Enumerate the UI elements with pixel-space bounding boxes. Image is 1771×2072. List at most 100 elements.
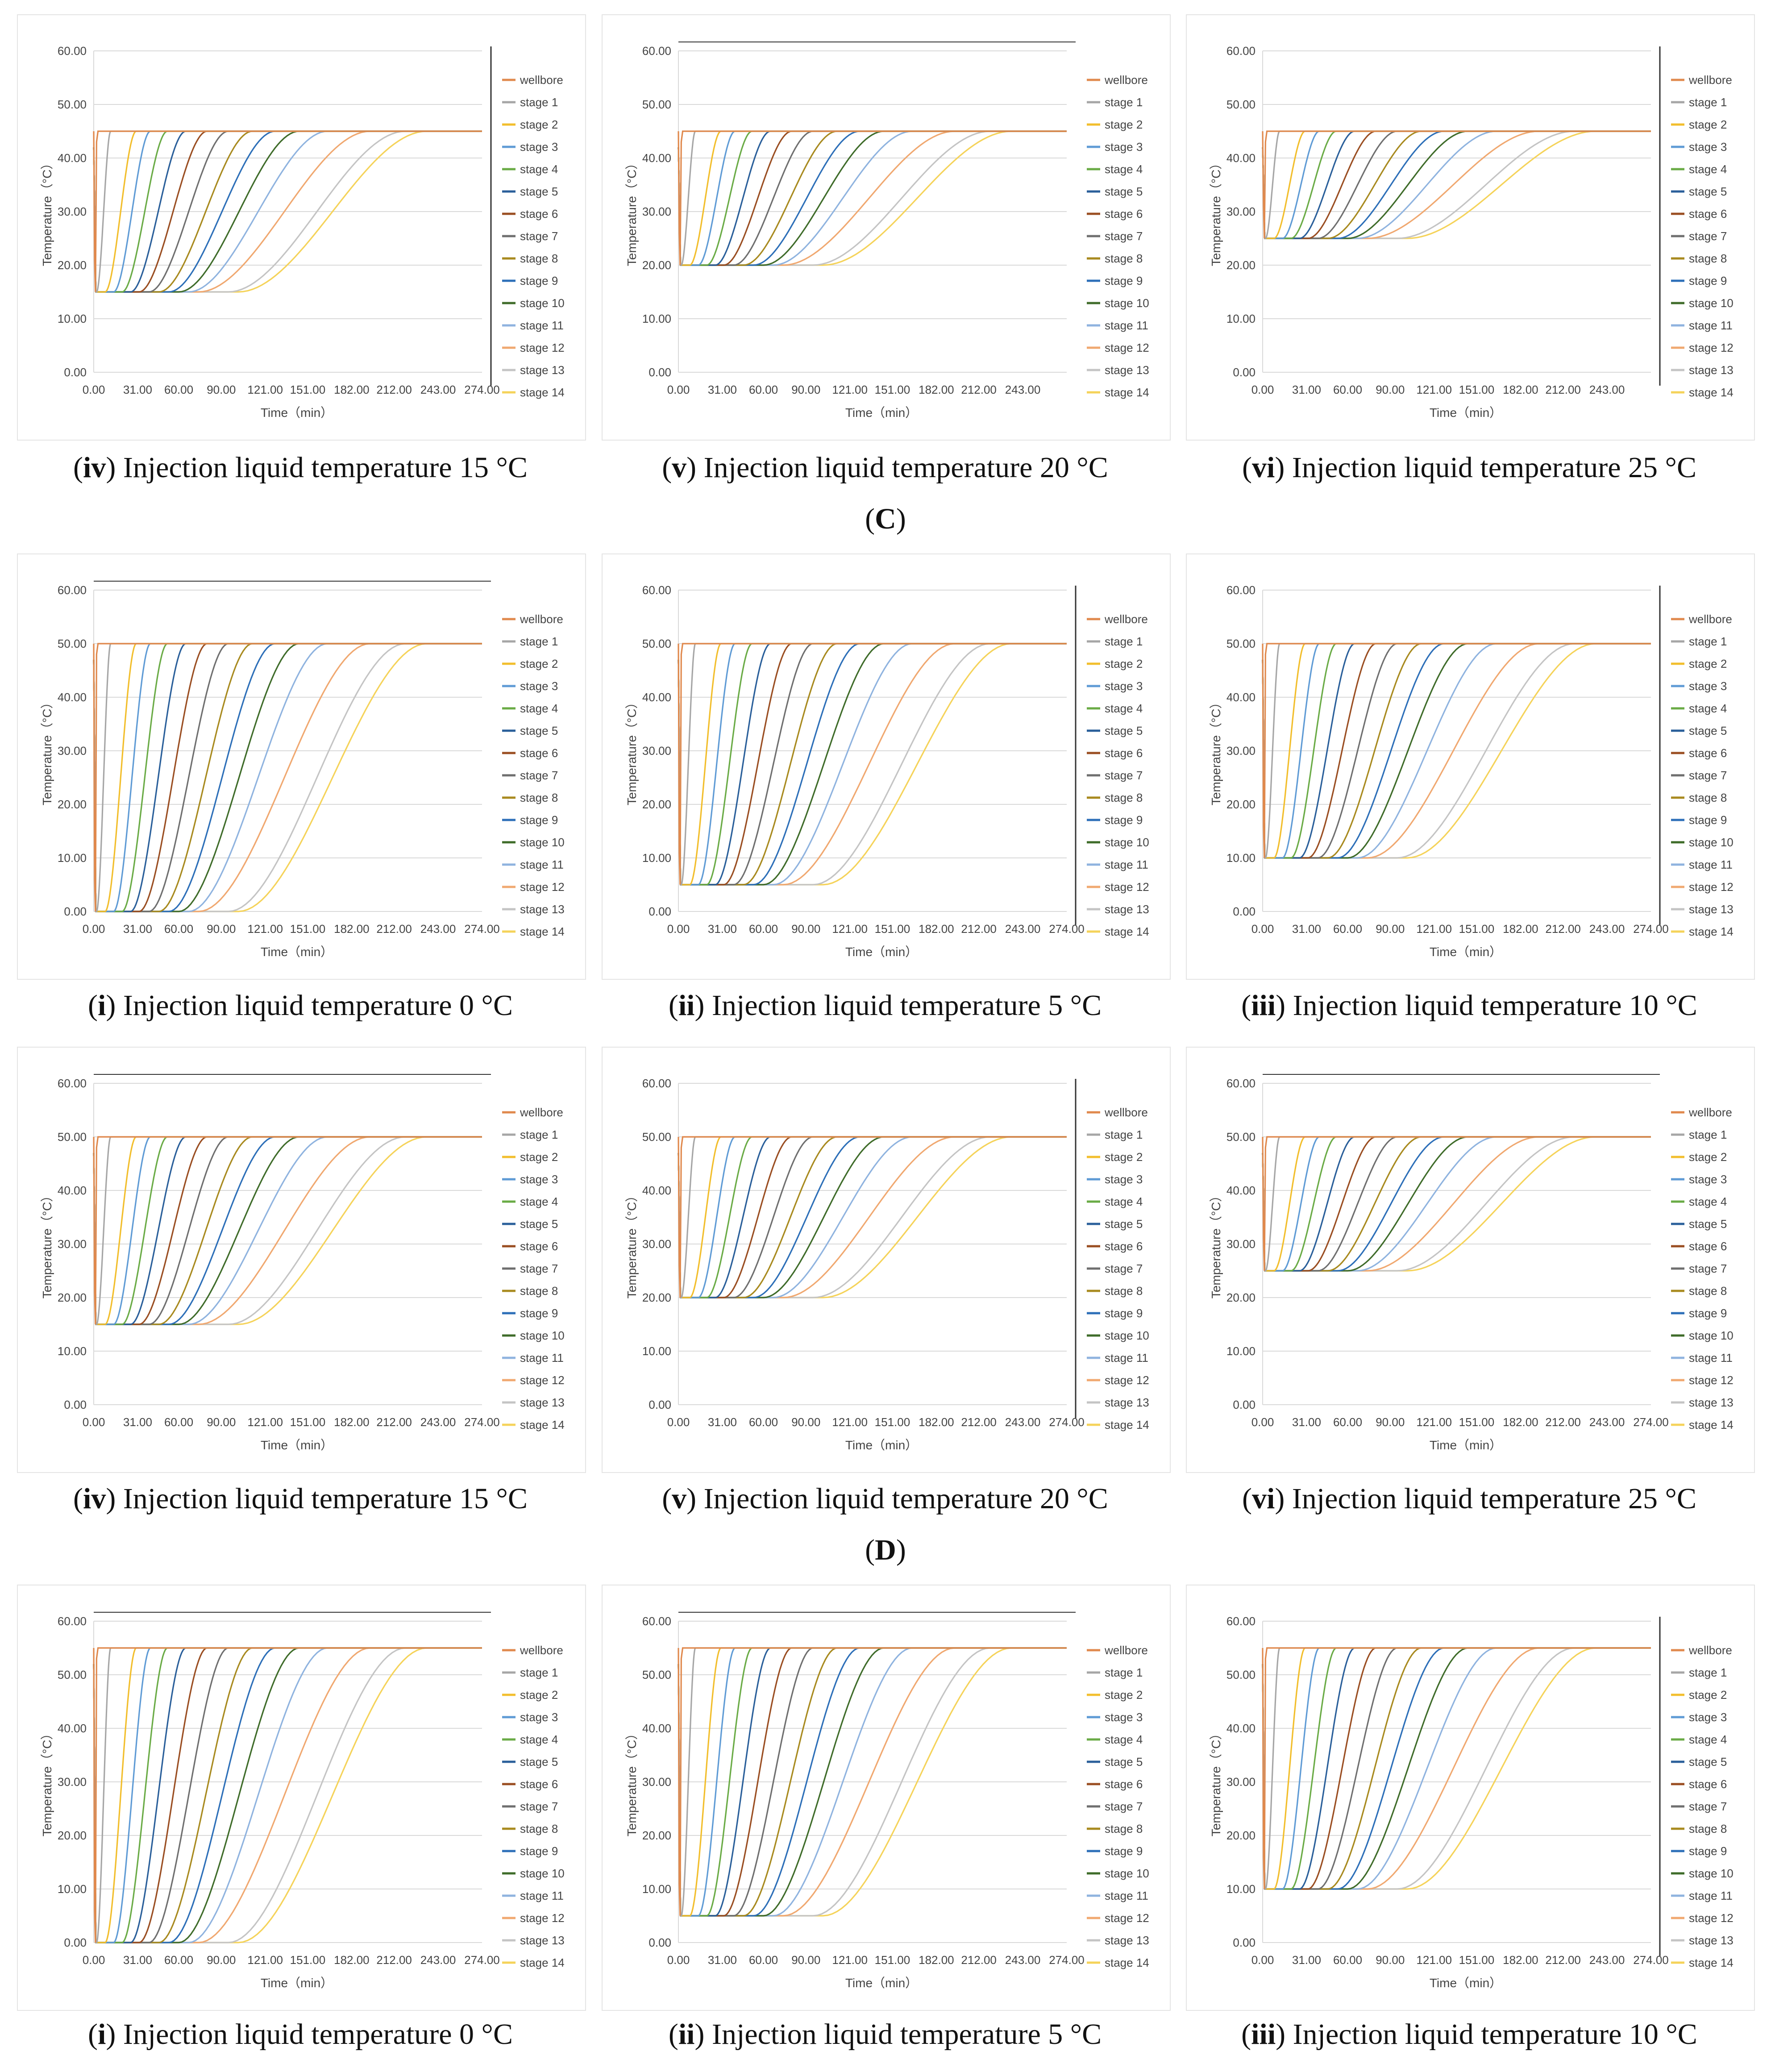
x-tick-label: 0.00 xyxy=(667,1415,690,1429)
x-tick-label: 31.00 xyxy=(123,383,152,396)
x-tick-label: 182.00 xyxy=(334,1953,370,1967)
legend-entry: stage 5 xyxy=(520,1755,558,1768)
series-line xyxy=(93,1136,482,1325)
series-line xyxy=(678,1136,1067,1298)
y-tick-label: 30.00 xyxy=(58,744,87,757)
series-line xyxy=(678,1647,1067,1917)
x-axis-label: Time（min） xyxy=(845,406,918,420)
legend-entry: stage 13 xyxy=(520,903,565,916)
legend-entry: stage 8 xyxy=(1105,252,1143,265)
series-line xyxy=(678,643,1067,886)
series-line xyxy=(1262,643,1651,859)
panel-caption: (iii) Injection liquid temperature 10 °C xyxy=(1241,989,1697,1022)
x-tick-label: 274.00 xyxy=(464,383,500,396)
series-line xyxy=(678,130,1067,266)
legend-entry: wellbore xyxy=(1104,1106,1148,1119)
x-tick-label: 121.00 xyxy=(1416,1953,1452,1967)
x-tick-label: 0.00 xyxy=(83,922,105,936)
series-line xyxy=(1262,1136,1651,1272)
legend-entry: stage 12 xyxy=(520,1911,565,1925)
series-line xyxy=(1262,1647,1651,1890)
x-tick-label: 274.00 xyxy=(1049,922,1085,936)
y-axis-label: Temperature（°C） xyxy=(40,1190,54,1299)
series-line xyxy=(1262,1136,1651,1272)
x-tick-label: 182.00 xyxy=(334,1415,370,1429)
y-tick-label: 50.00 xyxy=(642,1130,671,1144)
x-tick-label: 243.00 xyxy=(1005,1953,1041,1967)
x-tick-label: 151.00 xyxy=(1459,383,1495,396)
legend-entry: stage 6 xyxy=(1105,1777,1143,1791)
series-line xyxy=(1262,1647,1651,1890)
legend-entry: stage 11 xyxy=(1689,1351,1733,1365)
x-tick-label: 151.00 xyxy=(875,1415,910,1429)
y-tick-label: 40.00 xyxy=(58,151,87,165)
y-tick-label: 60.00 xyxy=(642,44,671,58)
series-line xyxy=(93,130,482,293)
y-axis-label: Temperature（°C） xyxy=(1209,1727,1223,1837)
series-line xyxy=(93,643,482,912)
series-group xyxy=(1262,1136,1651,1272)
series-line xyxy=(678,1647,1067,1917)
legend-entry: stage 9 xyxy=(520,1306,558,1320)
legend-entry: stage 11 xyxy=(1105,858,1148,871)
series-line xyxy=(93,643,482,912)
series-line xyxy=(93,1647,482,1943)
legend-entry: stage 4 xyxy=(520,162,558,176)
series-line xyxy=(678,130,1067,266)
series-line xyxy=(678,1647,1067,1917)
legend-entry: stage 5 xyxy=(520,1217,558,1231)
chart-panel: 0.00 10.00 20.00 30.00 40.00 50.00 60.00 0.00 31… xyxy=(602,14,1171,441)
legend-entry: stage 3 xyxy=(1105,140,1143,154)
legend-entry: stage 4 xyxy=(1105,702,1143,715)
legend-entry: stage 2 xyxy=(1105,657,1143,670)
series-line xyxy=(678,1136,1067,1298)
chart-panel: 0.00 10.00 20.00 30.00 40.00 50.00 60.00 0.00 31… xyxy=(17,14,586,441)
series-line xyxy=(678,1136,1067,1298)
series-line xyxy=(93,130,482,293)
x-tick-label: 243.00 xyxy=(420,383,456,396)
x-tick-label: 121.00 xyxy=(247,922,283,936)
series-line xyxy=(1262,643,1651,859)
series-line xyxy=(1262,130,1651,239)
series-line xyxy=(1262,130,1651,239)
series-line xyxy=(678,1136,1067,1298)
series-line xyxy=(93,130,482,293)
series-line xyxy=(93,643,482,912)
legend-entry: stage 7 xyxy=(520,769,558,782)
series-line xyxy=(1262,1647,1651,1890)
legend-entry: stage 10 xyxy=(1105,1329,1149,1342)
x-tick-label: 151.00 xyxy=(1459,922,1495,936)
legend-entry: stage 7 xyxy=(1105,1800,1143,1813)
chart-svg: 0.00 10.00 20.00 30.00 40.00 50.00 60.00 0.00 31… xyxy=(40,1612,565,1990)
series-group xyxy=(678,1136,1067,1298)
series-line xyxy=(93,130,482,293)
legend-entry: stage 2 xyxy=(1105,1150,1143,1164)
series-line xyxy=(1262,643,1651,859)
series-line xyxy=(93,1136,482,1325)
y-tick-label: 20.00 xyxy=(1226,1291,1255,1304)
legend-entry: stage 13 xyxy=(1689,1396,1734,1409)
legend-entry: stage 6 xyxy=(1689,746,1727,760)
series-line xyxy=(678,1136,1067,1298)
chart-svg: 0.00 10.00 20.00 30.00 40.00 50.00 60.00 0.00 31… xyxy=(1209,1074,1734,1452)
series-line xyxy=(678,1136,1067,1298)
panel-caption: (iv) Injection liquid temperature 15 °C xyxy=(73,1482,528,1515)
x-tick-label: 0.00 xyxy=(667,922,690,936)
y-tick-label: 10.00 xyxy=(1226,851,1255,865)
series-line xyxy=(93,643,482,912)
legend-entry: stage 13 xyxy=(1689,1934,1734,1947)
x-tick-label: 151.00 xyxy=(1459,1415,1495,1429)
legend-entry: stage 7 xyxy=(520,229,558,243)
x-tick-label: 0.00 xyxy=(83,383,105,396)
x-tick-label: 60.00 xyxy=(1333,1415,1362,1429)
x-tick-label: 31.00 xyxy=(123,922,152,936)
x-tick-label: 60.00 xyxy=(1333,383,1362,396)
x-tick-label: 121.00 xyxy=(247,1415,283,1429)
legend-entry: stage 9 xyxy=(520,274,558,287)
x-tick-label: 151.00 xyxy=(290,383,326,396)
x-tick-label: 0.00 xyxy=(1251,922,1274,936)
legend-entry: stage 10 xyxy=(1689,836,1734,849)
y-tick-label: 10.00 xyxy=(642,1344,671,1358)
series-line xyxy=(93,1647,482,1943)
series-line xyxy=(678,130,1067,266)
